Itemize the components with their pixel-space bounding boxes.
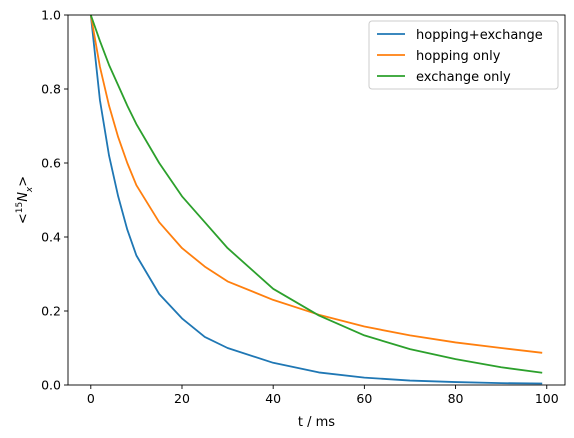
y-axis-label-gt: >	[16, 176, 31, 187]
y-axis-label-sup: 15	[15, 202, 25, 213]
legend: hopping+exchange hopping only exchange o…	[368, 20, 559, 90]
x-tick-label: 0	[87, 391, 95, 406]
x-tick-label: 60	[356, 391, 372, 406]
series-line-exchange-only	[89, 14, 543, 374]
y-tick-label: 0.6	[41, 156, 61, 171]
series-line-hopping-only	[89, 14, 543, 354]
y-tick-label: 1.0	[41, 8, 61, 23]
y-tick-label: 0.0	[41, 378, 61, 393]
y-tick-label: 0.8	[41, 82, 61, 97]
y-axis-label: <15Nx>	[15, 176, 35, 224]
series-line-hopping-exchange	[89, 14, 543, 385]
legend-label-exchange-only: exchange only	[416, 70, 511, 85]
series-layer	[89, 14, 543, 385]
x-tick-label: 100	[535, 391, 559, 406]
x-axis: 0 20 40 60 80 100	[87, 385, 559, 406]
x-tick-label: 40	[265, 391, 281, 406]
plot-frame	[67, 14, 566, 386]
x-axis-label: t / ms	[298, 415, 335, 430]
y-axis-label-sub: x	[25, 186, 35, 193]
y-tick-label: 0.2	[41, 304, 61, 319]
legend-label-hopping-exchange: hopping+exchange	[416, 28, 543, 43]
legend-label-hopping-only: hopping only	[416, 49, 501, 64]
x-tick-label: 20	[174, 391, 190, 406]
x-tick-label: 80	[448, 391, 464, 406]
y-axis: 0.0 0.2 0.4 0.6 0.8 1.0	[41, 8, 68, 393]
y-axis-label-base: N	[16, 192, 31, 202]
y-tick-label: 0.4	[41, 230, 61, 245]
legend-box	[368, 20, 559, 90]
y-axis-label-lt: <	[16, 213, 31, 224]
